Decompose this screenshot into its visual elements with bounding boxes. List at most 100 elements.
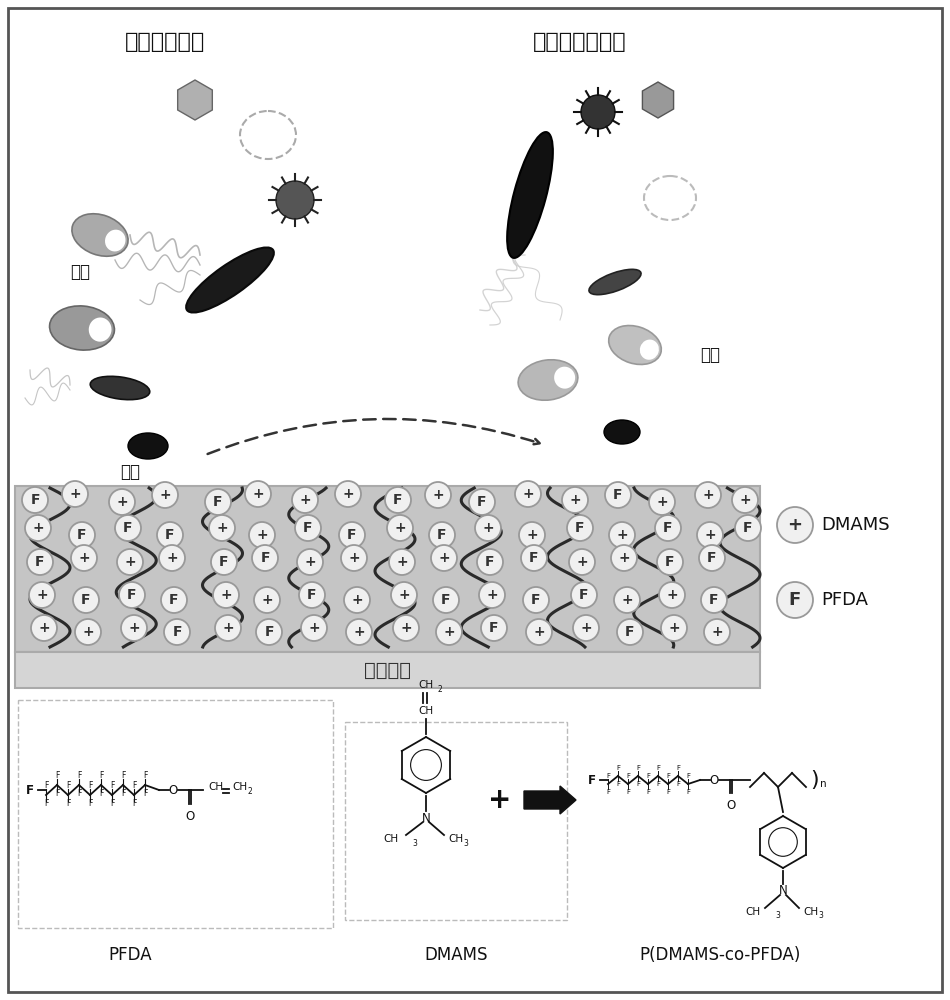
Text: +: + bbox=[32, 521, 44, 535]
FancyBboxPatch shape bbox=[18, 700, 333, 928]
Text: F: F bbox=[213, 495, 222, 509]
Text: F: F bbox=[576, 521, 585, 535]
Text: F: F bbox=[172, 625, 181, 639]
Circle shape bbox=[573, 615, 599, 641]
Text: +: + bbox=[656, 495, 668, 509]
Text: F: F bbox=[82, 593, 91, 607]
Circle shape bbox=[31, 615, 57, 641]
Text: +: + bbox=[400, 621, 411, 635]
Text: F: F bbox=[165, 528, 175, 542]
Circle shape bbox=[62, 481, 88, 507]
Text: F: F bbox=[666, 789, 670, 795]
Text: O: O bbox=[168, 784, 178, 796]
Circle shape bbox=[699, 545, 725, 571]
Circle shape bbox=[254, 587, 280, 613]
Text: F: F bbox=[132, 782, 136, 790]
Circle shape bbox=[481, 615, 507, 641]
Text: F: F bbox=[55, 772, 59, 780]
Circle shape bbox=[569, 549, 595, 575]
Circle shape bbox=[479, 582, 505, 608]
Text: +: + bbox=[256, 528, 268, 542]
Text: F: F bbox=[606, 773, 610, 779]
Circle shape bbox=[249, 522, 275, 548]
Circle shape bbox=[391, 582, 417, 608]
Text: +: + bbox=[522, 487, 534, 501]
Text: CH: CH bbox=[418, 680, 433, 690]
Text: F: F bbox=[489, 621, 499, 635]
Circle shape bbox=[526, 619, 552, 645]
Text: F: F bbox=[676, 765, 680, 771]
Circle shape bbox=[477, 549, 503, 575]
Text: PFDA: PFDA bbox=[821, 591, 868, 609]
Circle shape bbox=[73, 587, 99, 613]
Text: CH: CH bbox=[448, 834, 464, 844]
FancyBboxPatch shape bbox=[15, 652, 760, 688]
Circle shape bbox=[777, 582, 813, 618]
Circle shape bbox=[209, 515, 235, 541]
Circle shape bbox=[735, 515, 761, 541]
Text: +: + bbox=[222, 621, 234, 635]
Text: +: + bbox=[580, 621, 592, 635]
Text: F: F bbox=[531, 593, 541, 607]
Circle shape bbox=[295, 515, 321, 541]
Text: 3: 3 bbox=[818, 912, 823, 920]
Circle shape bbox=[211, 549, 237, 575]
Text: F: F bbox=[132, 800, 136, 808]
Ellipse shape bbox=[609, 326, 661, 364]
Circle shape bbox=[339, 522, 365, 548]
Circle shape bbox=[22, 487, 48, 513]
Text: F: F bbox=[44, 782, 48, 790]
Text: ): ) bbox=[810, 770, 819, 790]
Circle shape bbox=[27, 549, 53, 575]
Text: CH: CH bbox=[383, 834, 398, 844]
Ellipse shape bbox=[554, 367, 575, 389]
Text: +: + bbox=[618, 551, 630, 565]
Text: CH: CH bbox=[803, 907, 818, 917]
Text: F: F bbox=[656, 765, 660, 771]
Circle shape bbox=[346, 619, 372, 645]
Circle shape bbox=[436, 619, 462, 645]
Circle shape bbox=[245, 481, 271, 507]
Circle shape bbox=[581, 95, 615, 129]
Text: F: F bbox=[636, 781, 640, 787]
Circle shape bbox=[276, 181, 314, 219]
Text: +: + bbox=[261, 593, 273, 607]
Circle shape bbox=[299, 582, 325, 608]
Text: 污渍: 污渍 bbox=[70, 263, 90, 281]
Circle shape bbox=[301, 615, 327, 641]
FancyArrow shape bbox=[524, 786, 576, 814]
Text: DMAMS: DMAMS bbox=[425, 946, 487, 964]
Circle shape bbox=[609, 522, 635, 548]
Text: +: + bbox=[217, 521, 228, 535]
Text: +: + bbox=[353, 625, 365, 639]
Ellipse shape bbox=[604, 420, 640, 444]
Text: +: + bbox=[702, 488, 713, 502]
Text: +: + bbox=[666, 588, 677, 602]
Text: 活细菌和病毒: 活细菌和病毒 bbox=[124, 32, 205, 52]
Circle shape bbox=[521, 545, 547, 571]
Text: +: + bbox=[36, 588, 48, 602]
Circle shape bbox=[777, 507, 813, 543]
Text: N: N bbox=[422, 812, 430, 824]
Text: F: F bbox=[529, 551, 539, 565]
Circle shape bbox=[161, 587, 187, 613]
Text: +: + bbox=[704, 528, 715, 542]
Text: F: F bbox=[26, 784, 34, 796]
Text: +: + bbox=[352, 593, 363, 607]
Text: F: F bbox=[260, 551, 270, 565]
Text: F: F bbox=[219, 555, 229, 569]
Circle shape bbox=[649, 489, 675, 515]
Text: F: F bbox=[110, 800, 114, 808]
Circle shape bbox=[297, 549, 323, 575]
Circle shape bbox=[292, 487, 318, 513]
Text: +: + bbox=[577, 555, 588, 569]
Circle shape bbox=[252, 545, 278, 571]
Text: N: N bbox=[779, 884, 788, 898]
Ellipse shape bbox=[72, 214, 128, 256]
Circle shape bbox=[657, 549, 683, 575]
Text: +: + bbox=[788, 516, 803, 534]
Text: +: + bbox=[166, 551, 178, 565]
Circle shape bbox=[213, 582, 239, 608]
Text: 灭活细菌和病毒: 灭活细菌和病毒 bbox=[533, 32, 627, 52]
Circle shape bbox=[697, 522, 723, 548]
